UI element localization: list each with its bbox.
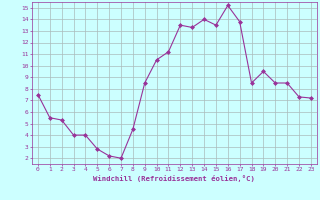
X-axis label: Windchill (Refroidissement éolien,°C): Windchill (Refroidissement éolien,°C) <box>93 175 255 182</box>
